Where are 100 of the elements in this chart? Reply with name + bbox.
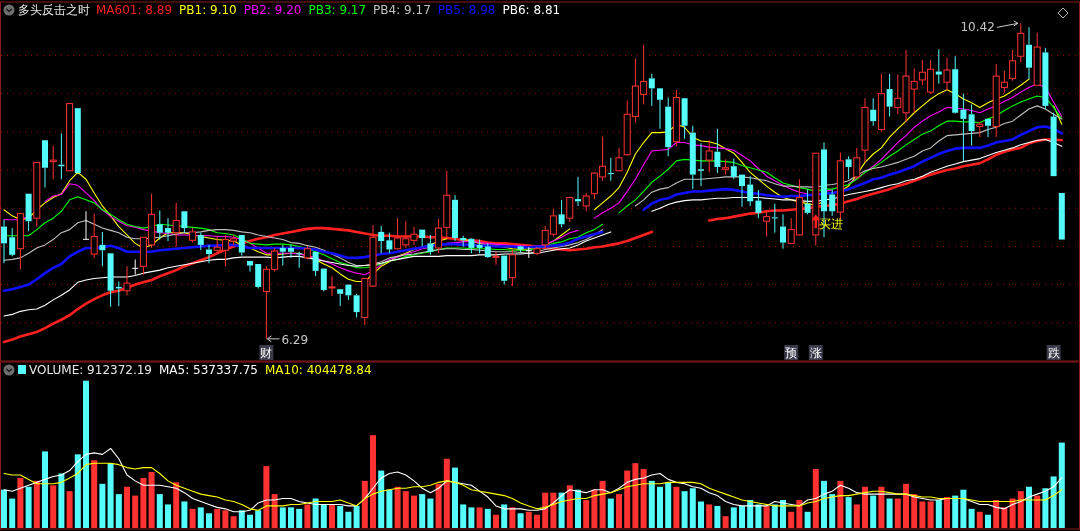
bar xyxy=(837,480,844,528)
bar xyxy=(1042,488,1049,528)
bar xyxy=(189,508,196,528)
candlestick xyxy=(279,244,286,267)
bar xyxy=(1001,507,1008,528)
bar xyxy=(337,505,344,528)
candlestick xyxy=(386,232,393,254)
bar xyxy=(665,482,672,528)
bar xyxy=(107,463,114,528)
bar xyxy=(903,483,909,528)
bar xyxy=(378,470,385,528)
bar xyxy=(517,513,524,528)
candlestick xyxy=(722,158,730,176)
text: MA10: 404478.84 xyxy=(264,363,372,377)
bar xyxy=(493,514,499,528)
candlestick xyxy=(427,234,434,256)
candlestick xyxy=(730,158,737,180)
annotation: 10.42 xyxy=(960,20,995,35)
bar xyxy=(460,504,467,528)
legend-label: VOLUME: 912372.19 xyxy=(29,363,152,377)
bar xyxy=(247,514,253,528)
bar xyxy=(9,498,16,528)
bar xyxy=(878,486,885,528)
bar xyxy=(1026,486,1032,528)
bar xyxy=(640,469,647,528)
bar xyxy=(993,500,1000,528)
bar xyxy=(156,494,163,528)
candlestick xyxy=(615,147,623,172)
bar xyxy=(42,451,48,528)
bar xyxy=(1,489,7,528)
bar xyxy=(419,494,426,528)
bar xyxy=(353,505,360,528)
bar xyxy=(624,470,631,528)
candlestick xyxy=(476,239,483,254)
bar xyxy=(599,480,606,528)
bar xyxy=(706,504,713,528)
bar xyxy=(935,500,942,528)
bar xyxy=(542,492,549,528)
bar xyxy=(50,485,57,528)
bar xyxy=(132,495,139,528)
bar xyxy=(214,508,221,528)
bar xyxy=(722,516,729,528)
bar xyxy=(501,504,508,528)
bar xyxy=(739,505,745,528)
bar xyxy=(443,458,450,528)
bar xyxy=(575,489,581,528)
bar xyxy=(329,504,335,528)
bar xyxy=(99,483,106,528)
annotation: 6.29 xyxy=(281,332,309,347)
candlestick xyxy=(648,73,655,107)
bar xyxy=(525,511,532,528)
candlestick xyxy=(558,199,565,228)
candlestick xyxy=(607,157,614,182)
bar xyxy=(427,498,434,528)
bar xyxy=(509,507,516,528)
candlestick xyxy=(886,73,893,118)
bar xyxy=(550,492,557,528)
candlestick xyxy=(657,88,663,130)
candlestick xyxy=(952,55,959,113)
bar xyxy=(845,497,852,528)
bar xyxy=(673,486,680,528)
bar xyxy=(821,480,827,528)
bar xyxy=(583,500,590,528)
candlestick xyxy=(49,145,57,180)
candlestick xyxy=(705,139,713,173)
candlestick xyxy=(935,48,942,85)
bar xyxy=(230,516,237,528)
bar xyxy=(944,497,950,528)
candlestick xyxy=(960,93,967,162)
bar xyxy=(468,507,475,528)
bar xyxy=(173,482,180,528)
candlestick xyxy=(681,98,688,140)
candlestick xyxy=(861,97,869,163)
bar xyxy=(796,500,803,528)
candlestick xyxy=(238,234,245,257)
candlestick xyxy=(378,225,385,254)
candlestick xyxy=(1,219,7,264)
candlestick xyxy=(312,251,319,277)
candlestick xyxy=(345,284,352,301)
bar xyxy=(632,463,639,528)
bar xyxy=(870,495,877,528)
candlestick xyxy=(99,231,106,267)
text: PB3: 9.17 xyxy=(308,3,367,17)
bar xyxy=(804,511,811,528)
bar xyxy=(558,492,565,528)
bar xyxy=(730,507,737,528)
bar xyxy=(616,494,622,528)
bar xyxy=(304,504,311,528)
bar xyxy=(345,511,352,528)
candlestick xyxy=(804,188,811,215)
bar xyxy=(17,477,24,528)
candlestick xyxy=(25,193,32,232)
text: MA5: 537337.75 xyxy=(159,363,258,377)
candlestick xyxy=(132,258,139,276)
candlestick xyxy=(1026,26,1032,80)
candlestick xyxy=(976,121,984,138)
candlestick xyxy=(107,253,114,308)
bar xyxy=(681,491,688,528)
candlestick xyxy=(123,265,131,296)
candlestick xyxy=(328,275,336,297)
